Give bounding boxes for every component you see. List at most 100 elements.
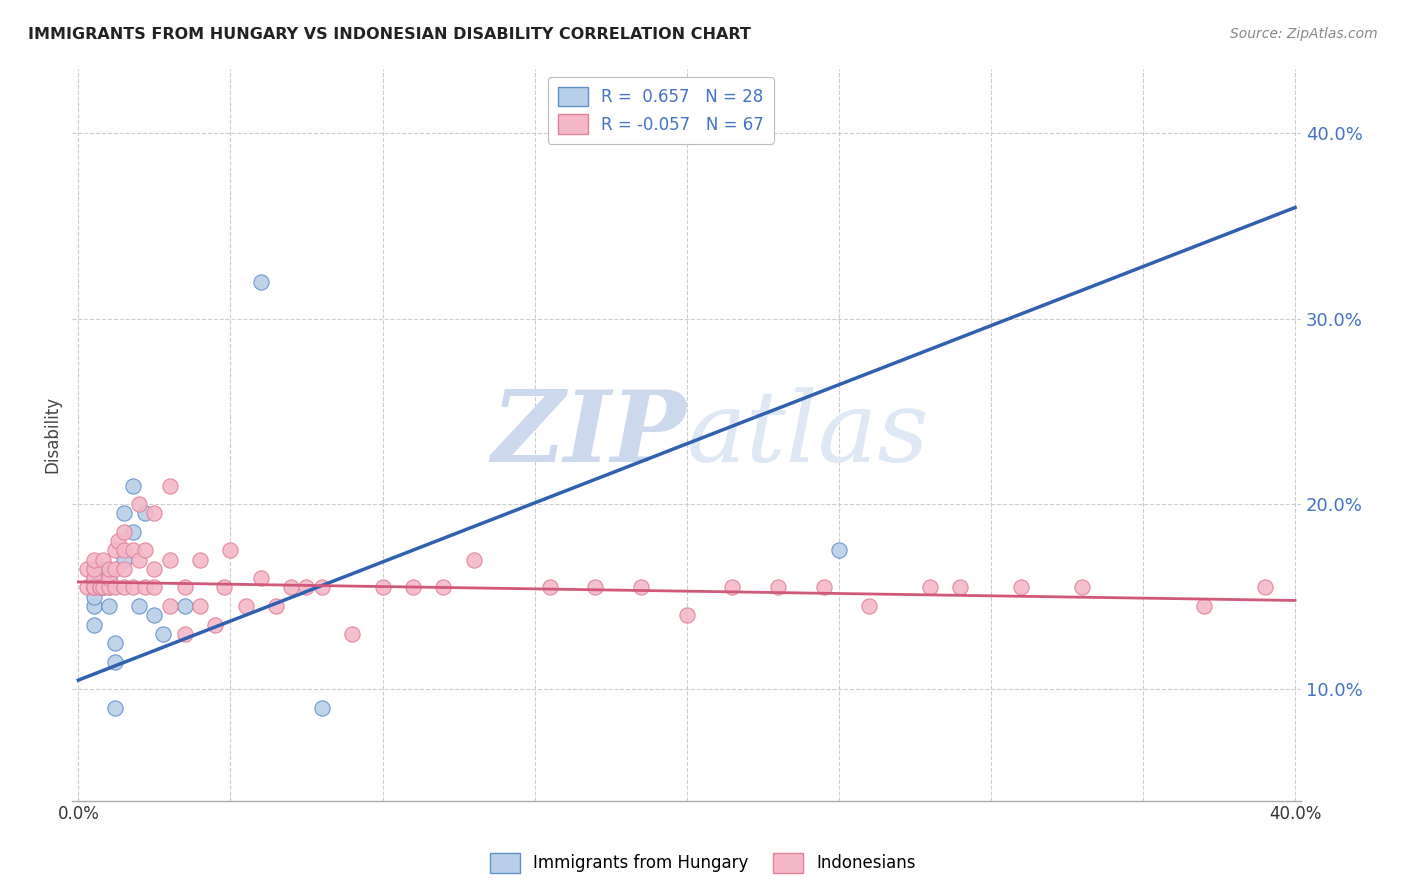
Point xyxy=(76,562,98,576)
Point xyxy=(76,581,98,595)
Point xyxy=(83,581,105,595)
Point xyxy=(214,581,236,595)
Legend: R =  0.657   N = 28, R = -0.057   N = 67: R = 0.657 N = 28, R = -0.057 N = 67 xyxy=(547,77,773,144)
Point xyxy=(83,599,105,613)
Point xyxy=(83,552,105,566)
Point xyxy=(128,599,150,613)
Point xyxy=(112,562,135,576)
Point xyxy=(134,506,156,520)
Point xyxy=(83,581,105,595)
Point xyxy=(159,599,181,613)
Point xyxy=(280,581,302,595)
Point xyxy=(97,581,120,595)
Point xyxy=(112,543,135,558)
Point xyxy=(89,581,111,595)
Point xyxy=(918,581,941,595)
Point xyxy=(91,562,114,576)
Point xyxy=(83,562,105,576)
Point xyxy=(402,581,425,595)
Point xyxy=(204,617,226,632)
Point xyxy=(97,581,120,595)
Legend: Immigrants from Hungary, Indonesians: Immigrants from Hungary, Indonesians xyxy=(484,847,922,880)
Point xyxy=(143,506,166,520)
Point xyxy=(675,608,697,623)
Point xyxy=(1192,599,1215,613)
Point xyxy=(83,617,105,632)
Point xyxy=(630,581,652,595)
Point xyxy=(250,571,273,585)
Text: atlas: atlas xyxy=(686,387,929,483)
Point xyxy=(1071,581,1094,595)
Point xyxy=(134,581,156,595)
Point xyxy=(173,599,195,613)
Point xyxy=(83,581,105,595)
Point xyxy=(143,608,166,623)
Point xyxy=(188,599,211,613)
Point xyxy=(128,497,150,511)
Point xyxy=(766,581,789,595)
Point xyxy=(432,581,454,595)
Point xyxy=(97,571,120,585)
Point xyxy=(104,655,127,669)
Point xyxy=(1010,581,1032,595)
Point xyxy=(311,581,333,595)
Point xyxy=(91,581,114,595)
Point xyxy=(340,627,363,641)
Point xyxy=(159,478,181,492)
Point xyxy=(235,599,257,613)
Point xyxy=(91,581,114,595)
Point xyxy=(83,571,105,585)
Text: IMMIGRANTS FROM HUNGARY VS INDONESIAN DISABILITY CORRELATION CHART: IMMIGRANTS FROM HUNGARY VS INDONESIAN DI… xyxy=(28,27,751,42)
Point xyxy=(91,571,114,585)
Point xyxy=(97,562,120,576)
Point xyxy=(122,581,145,595)
Point xyxy=(122,478,145,492)
Point xyxy=(89,581,111,595)
Point xyxy=(152,627,174,641)
Point xyxy=(173,627,195,641)
Point xyxy=(159,552,181,566)
Point xyxy=(858,599,880,613)
Point xyxy=(813,581,835,595)
Point xyxy=(104,636,127,650)
Text: Source: ZipAtlas.com: Source: ZipAtlas.com xyxy=(1230,27,1378,41)
Point xyxy=(1253,581,1275,595)
Point xyxy=(104,543,127,558)
Point xyxy=(104,562,127,576)
Point xyxy=(219,543,242,558)
Point xyxy=(91,552,114,566)
Y-axis label: Disability: Disability xyxy=(44,396,60,473)
Point xyxy=(143,581,166,595)
Point xyxy=(295,581,318,595)
Point xyxy=(97,599,120,613)
Point xyxy=(949,581,972,595)
Point xyxy=(107,534,129,549)
Point xyxy=(91,581,114,595)
Text: ZIP: ZIP xyxy=(492,386,686,483)
Point xyxy=(173,581,195,595)
Point xyxy=(104,581,127,595)
Point xyxy=(264,599,287,613)
Point xyxy=(104,701,127,715)
Point xyxy=(112,552,135,566)
Point xyxy=(828,543,851,558)
Point xyxy=(83,590,105,604)
Point xyxy=(250,275,273,289)
Point xyxy=(112,581,135,595)
Point xyxy=(463,552,485,566)
Point xyxy=(83,562,105,576)
Point xyxy=(122,524,145,539)
Point xyxy=(371,581,394,595)
Point xyxy=(311,701,333,715)
Point xyxy=(97,571,120,585)
Point xyxy=(538,581,561,595)
Point xyxy=(112,524,135,539)
Point xyxy=(143,562,166,576)
Point xyxy=(583,581,606,595)
Point xyxy=(134,543,156,558)
Point xyxy=(122,543,145,558)
Point xyxy=(83,571,105,585)
Point xyxy=(83,581,105,595)
Point xyxy=(128,552,150,566)
Point xyxy=(112,506,135,520)
